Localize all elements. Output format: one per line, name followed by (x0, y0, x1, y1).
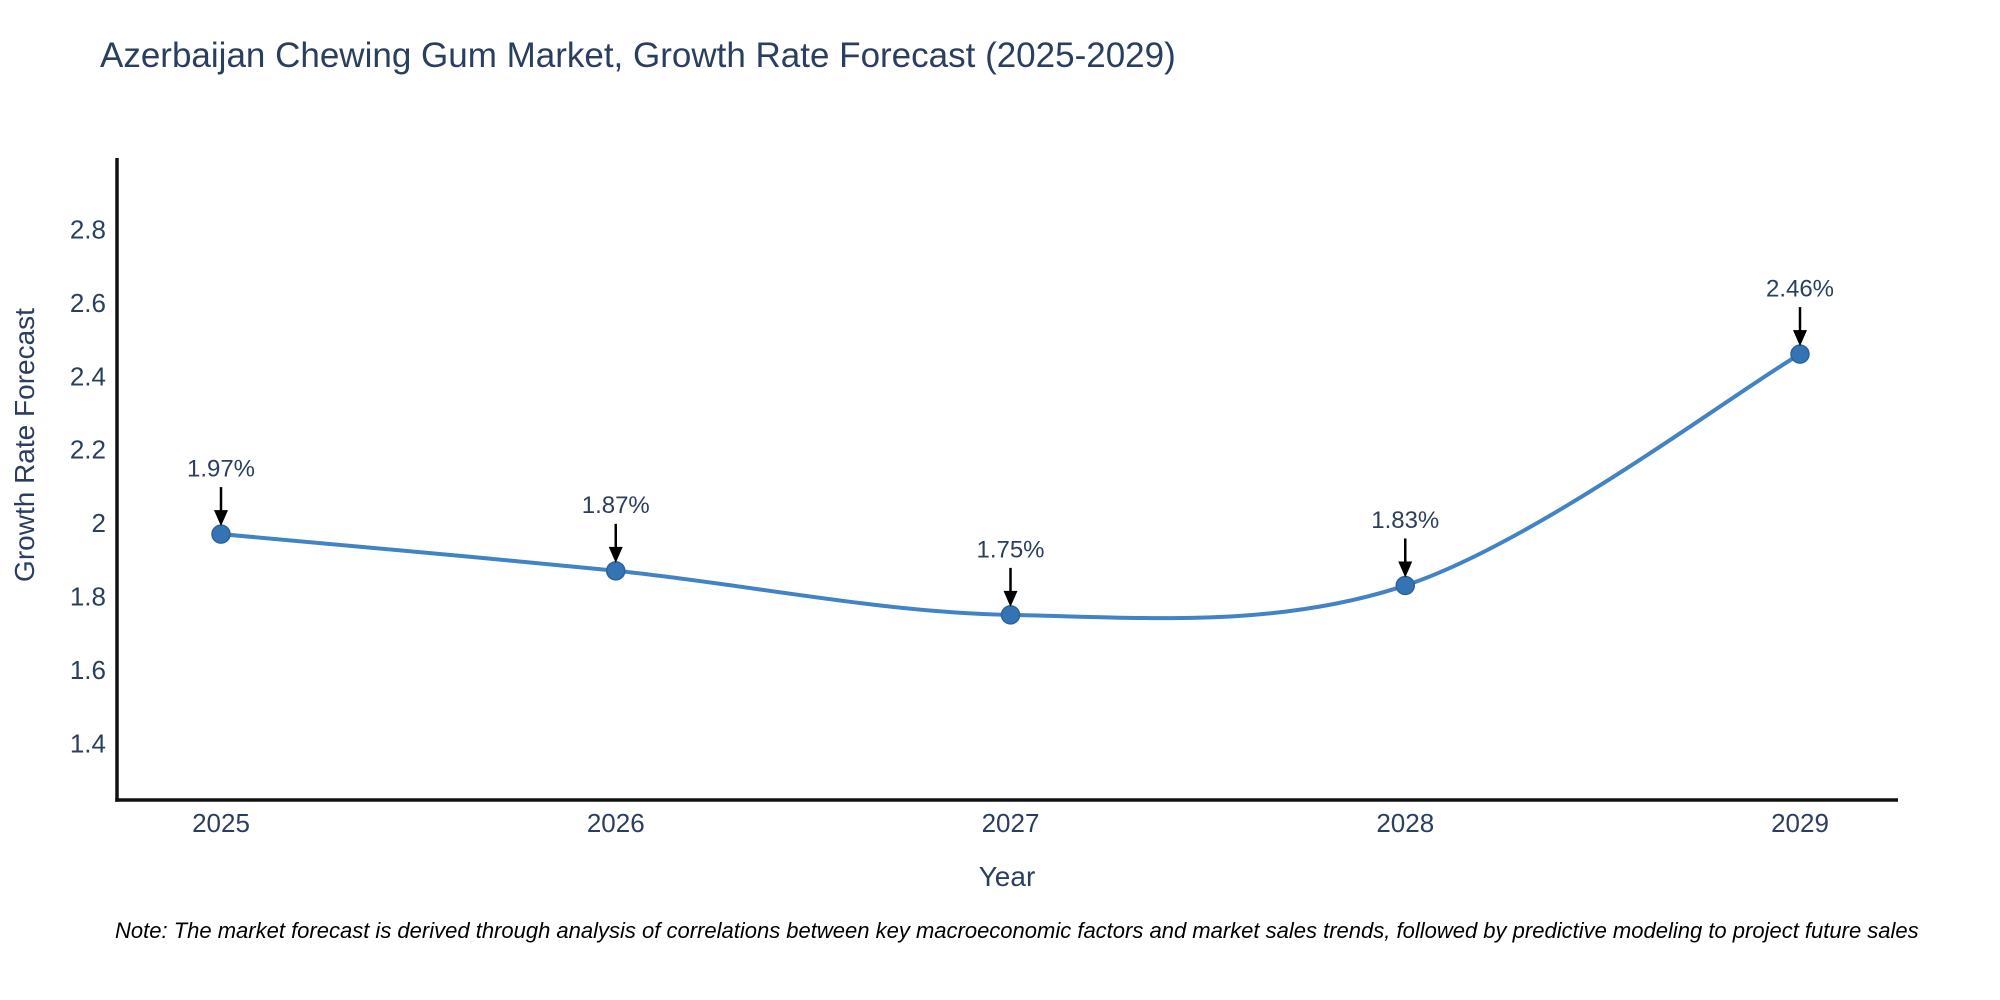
y-axis-title: Growth Rate Forecast (9, 308, 40, 582)
y-tick-label: 2.4 (70, 361, 106, 391)
annotation-arrowhead (608, 546, 623, 563)
x-tick-label: 2029 (1771, 808, 1829, 838)
data-point-label: 1.87% (582, 492, 650, 519)
annotation-arrowhead (1003, 590, 1018, 607)
annotation-arrowhead (1793, 330, 1807, 347)
data-point-label: 2.46% (1766, 276, 1834, 303)
y-tick-label: 2.6 (70, 288, 106, 318)
y-tick-label: 2 (92, 508, 106, 538)
data-point-marker (1000, 605, 1021, 625)
data-point-marker (606, 561, 626, 581)
y-tick-label: 1.8 (70, 582, 106, 612)
x-tick-label: 2026 (587, 808, 645, 838)
x-tick-label: 2025 (192, 808, 250, 838)
chart-title: Azerbaijan Chewing Gum Market, Growth Ra… (100, 36, 1176, 75)
y-tick-label: 1.6 (70, 655, 106, 685)
figure-note: Note: The market forecast is derived thr… (115, 918, 1919, 943)
data-point-marker (1790, 344, 1810, 364)
y-tick-label: 2.2 (70, 435, 106, 465)
annotation-arrowhead (1398, 561, 1413, 578)
x-tick-label: 2028 (1376, 808, 1434, 838)
data-point-marker (1395, 575, 1415, 596)
data-point-label: 1.97% (187, 455, 255, 482)
x-axis-title: Year (979, 861, 1036, 892)
plot-area: 1.4 1.6 1.8 2 2.2 2.4 2.6 2.8 2025 2026 2027 2028 20… (70, 158, 1898, 838)
data-point-label: 1.83% (1371, 507, 1439, 534)
x-tick-label: 2027 (982, 808, 1040, 838)
data-point-marker (211, 524, 231, 544)
annotation-arrowhead (214, 510, 228, 527)
y-tick-label: 2.8 (70, 214, 106, 244)
data-point-label: 1.75% (976, 536, 1044, 563)
y-tick-label: 1.4 (70, 729, 106, 759)
